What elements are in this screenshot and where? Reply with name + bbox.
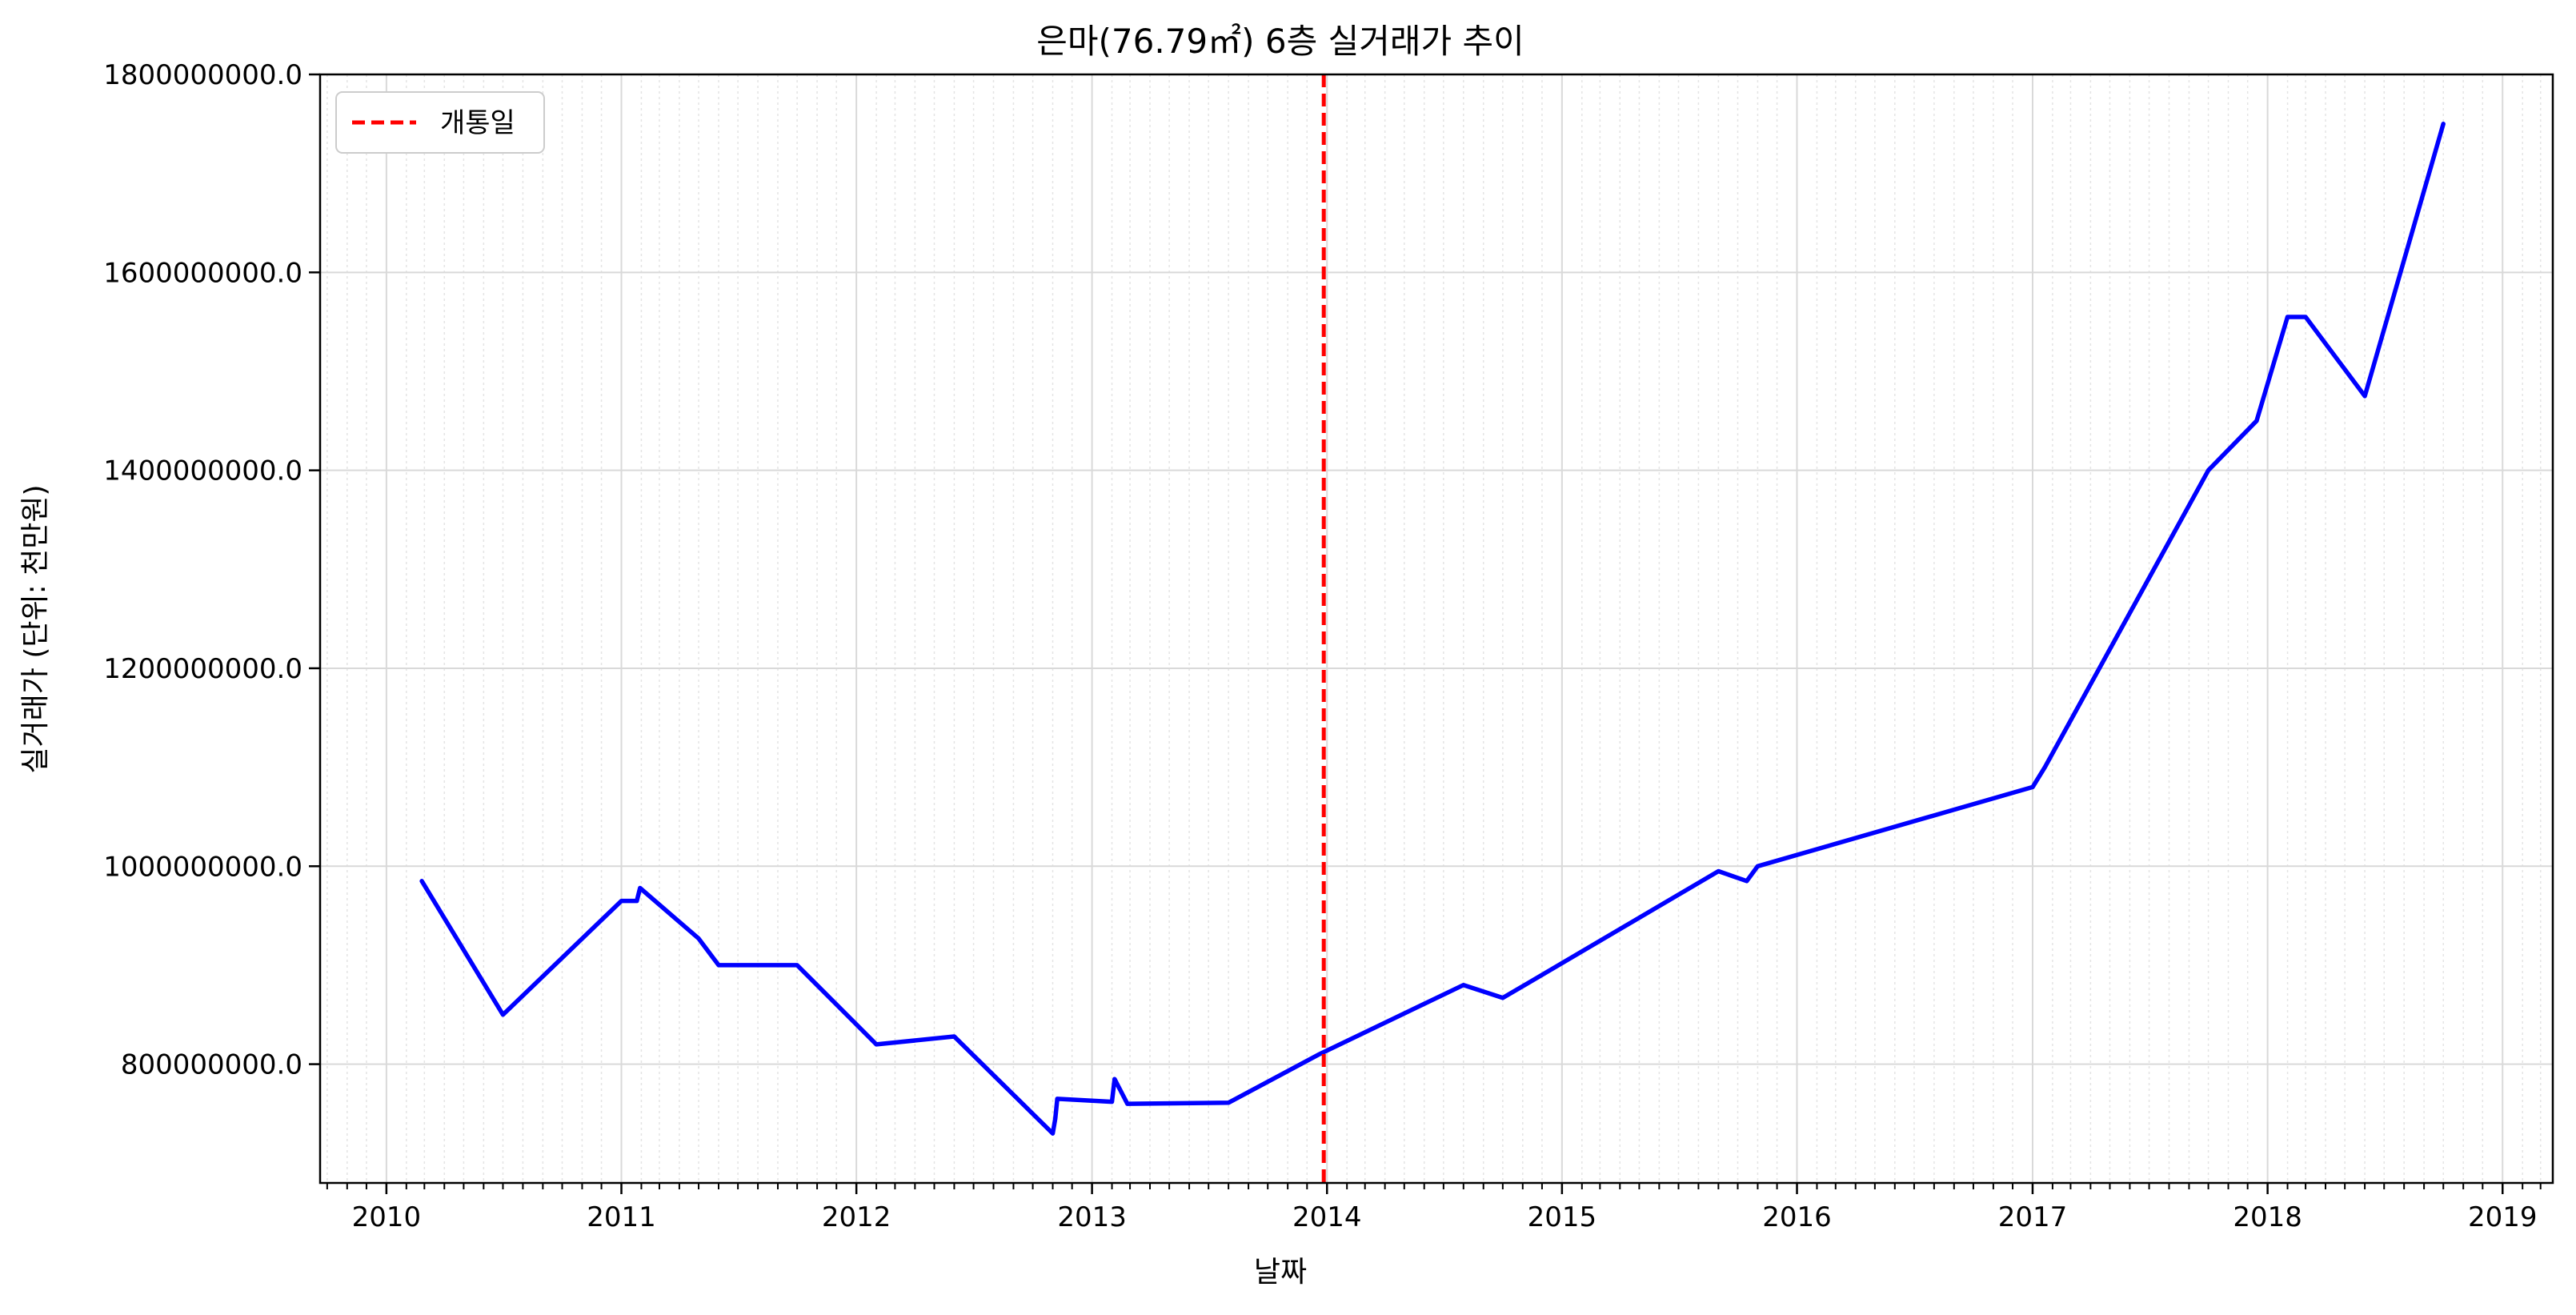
x-tick-label: 2012	[822, 1201, 891, 1233]
legend-label-event-line: 개통일	[440, 107, 515, 139]
series-line	[419, 122, 2446, 1136]
y-tick-label: 800000000.0	[121, 1049, 302, 1081]
y-axis-title: 실거래가 (단위: 천만원)	[19, 484, 52, 773]
legend-box	[335, 91, 545, 154]
y-tick-label: 1200000000.0	[103, 653, 302, 685]
y-tick-label: 1800000000.0	[103, 59, 302, 91]
x-tick-label: 2013	[1057, 1201, 1127, 1233]
x-tick-label: 2010	[352, 1201, 422, 1233]
series-layer	[419, 122, 2446, 1136]
legend: 개통일	[335, 91, 545, 154]
y-tick-label: 1400000000.0	[103, 455, 302, 487]
x-axis: 2010 2011 2012 2013 2014 2015 2016 2017 2018 2019	[326, 1183, 2542, 1233]
x-tick-label: 2017	[1998, 1201, 2068, 1233]
x-tick-label: 2018	[2233, 1201, 2302, 1233]
y-axis: 800000000.0 1000000000.0 1200000000.0 14000…	[103, 59, 320, 1081]
x-tick-label: 2019	[2468, 1201, 2538, 1233]
x-tick-label: 2016	[1762, 1201, 1832, 1233]
plot-frame	[318, 73, 2554, 1185]
y-tick-label: 1600000000.0	[103, 257, 302, 289]
x-tick-label: 2014	[1292, 1201, 1362, 1233]
chart-title: 은마(76.79㎡) 6층 실거래가 추이	[1036, 22, 1524, 61]
x-tick-label: 2011	[587, 1201, 656, 1233]
x-tick-label: 2015	[1528, 1201, 1597, 1233]
y-tick-label: 1000000000.0	[103, 851, 302, 883]
x-axis-title: 날짜	[1254, 1256, 1307, 1289]
